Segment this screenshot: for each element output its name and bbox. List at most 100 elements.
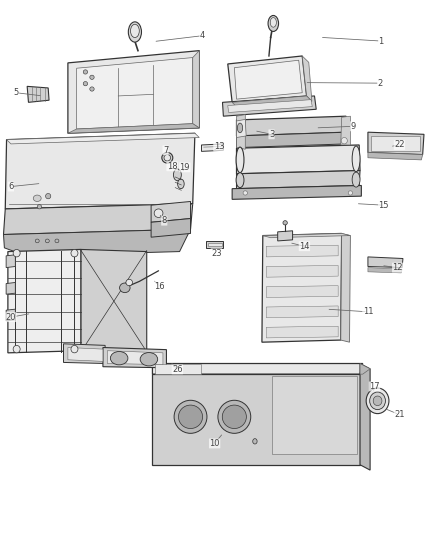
Text: 26: 26: [172, 365, 183, 374]
Ellipse shape: [179, 405, 202, 429]
Ellipse shape: [13, 249, 20, 257]
Polygon shape: [302, 56, 312, 101]
Text: 4: 4: [200, 31, 205, 40]
Polygon shape: [152, 374, 360, 465]
Ellipse shape: [164, 155, 170, 161]
Polygon shape: [68, 124, 199, 133]
Text: 2: 2: [378, 79, 383, 87]
Ellipse shape: [366, 388, 389, 414]
Polygon shape: [7, 133, 199, 144]
Text: 16: 16: [155, 282, 165, 290]
Ellipse shape: [55, 239, 59, 243]
Polygon shape: [223, 96, 316, 116]
Polygon shape: [341, 233, 350, 342]
Ellipse shape: [154, 209, 163, 217]
Ellipse shape: [13, 345, 20, 353]
Text: 8: 8: [162, 216, 167, 225]
Polygon shape: [237, 115, 245, 149]
Polygon shape: [193, 51, 199, 128]
Ellipse shape: [37, 205, 42, 209]
Text: 20: 20: [6, 313, 16, 321]
Text: 22: 22: [394, 141, 405, 149]
Ellipse shape: [46, 239, 49, 243]
Ellipse shape: [223, 405, 246, 429]
Ellipse shape: [218, 400, 251, 433]
Ellipse shape: [236, 147, 244, 173]
Polygon shape: [341, 116, 350, 145]
Polygon shape: [4, 204, 193, 235]
Ellipse shape: [110, 352, 128, 365]
Ellipse shape: [283, 221, 287, 225]
Polygon shape: [201, 144, 223, 151]
Polygon shape: [360, 364, 370, 470]
Polygon shape: [6, 309, 15, 321]
Ellipse shape: [33, 195, 41, 201]
Ellipse shape: [270, 18, 276, 27]
Polygon shape: [237, 132, 347, 148]
Polygon shape: [8, 249, 81, 353]
Ellipse shape: [237, 123, 243, 133]
Polygon shape: [237, 145, 360, 174]
Polygon shape: [266, 286, 338, 297]
Ellipse shape: [71, 249, 78, 257]
Polygon shape: [155, 364, 201, 374]
Polygon shape: [206, 241, 223, 248]
Polygon shape: [237, 119, 246, 138]
Ellipse shape: [174, 400, 207, 433]
Ellipse shape: [35, 239, 39, 243]
Text: 1: 1: [378, 37, 384, 45]
Ellipse shape: [177, 179, 184, 189]
Text: 15: 15: [378, 201, 389, 209]
Polygon shape: [278, 231, 293, 241]
Polygon shape: [228, 100, 312, 112]
Polygon shape: [266, 326, 338, 338]
Ellipse shape: [370, 392, 385, 409]
Polygon shape: [237, 116, 347, 136]
Text: 14: 14: [299, 242, 310, 251]
Polygon shape: [368, 152, 423, 160]
Text: 9: 9: [350, 122, 356, 131]
Polygon shape: [237, 171, 360, 189]
Ellipse shape: [46, 193, 51, 199]
Ellipse shape: [120, 283, 130, 293]
Ellipse shape: [90, 87, 94, 91]
Polygon shape: [68, 348, 103, 361]
Ellipse shape: [373, 396, 382, 406]
Polygon shape: [64, 344, 105, 364]
Text: 3: 3: [269, 130, 274, 139]
Polygon shape: [240, 134, 347, 149]
Polygon shape: [208, 243, 222, 246]
Polygon shape: [232, 185, 361, 199]
Ellipse shape: [352, 146, 360, 172]
Ellipse shape: [236, 173, 244, 188]
Polygon shape: [266, 265, 338, 277]
Polygon shape: [263, 233, 350, 238]
Ellipse shape: [243, 191, 247, 195]
Text: 19: 19: [180, 163, 190, 172]
Polygon shape: [272, 376, 357, 454]
Polygon shape: [27, 86, 49, 102]
Ellipse shape: [71, 345, 78, 353]
Text: 12: 12: [392, 263, 403, 272]
Ellipse shape: [83, 70, 88, 74]
Polygon shape: [228, 56, 307, 102]
Ellipse shape: [131, 25, 139, 38]
Polygon shape: [152, 364, 363, 374]
Polygon shape: [6, 282, 15, 294]
Polygon shape: [4, 229, 191, 256]
Polygon shape: [360, 364, 370, 374]
Polygon shape: [103, 348, 166, 368]
Text: 5: 5: [14, 88, 19, 97]
Ellipse shape: [126, 279, 132, 286]
Ellipse shape: [90, 75, 94, 79]
Text: 11: 11: [363, 308, 373, 316]
Text: 6: 6: [8, 182, 14, 191]
Polygon shape: [368, 132, 424, 155]
Text: 18: 18: [167, 162, 177, 171]
Text: 10: 10: [209, 439, 220, 448]
Ellipse shape: [352, 172, 360, 187]
Polygon shape: [266, 306, 338, 318]
Ellipse shape: [173, 169, 181, 181]
Text: 17: 17: [369, 382, 380, 391]
Ellipse shape: [140, 353, 158, 366]
